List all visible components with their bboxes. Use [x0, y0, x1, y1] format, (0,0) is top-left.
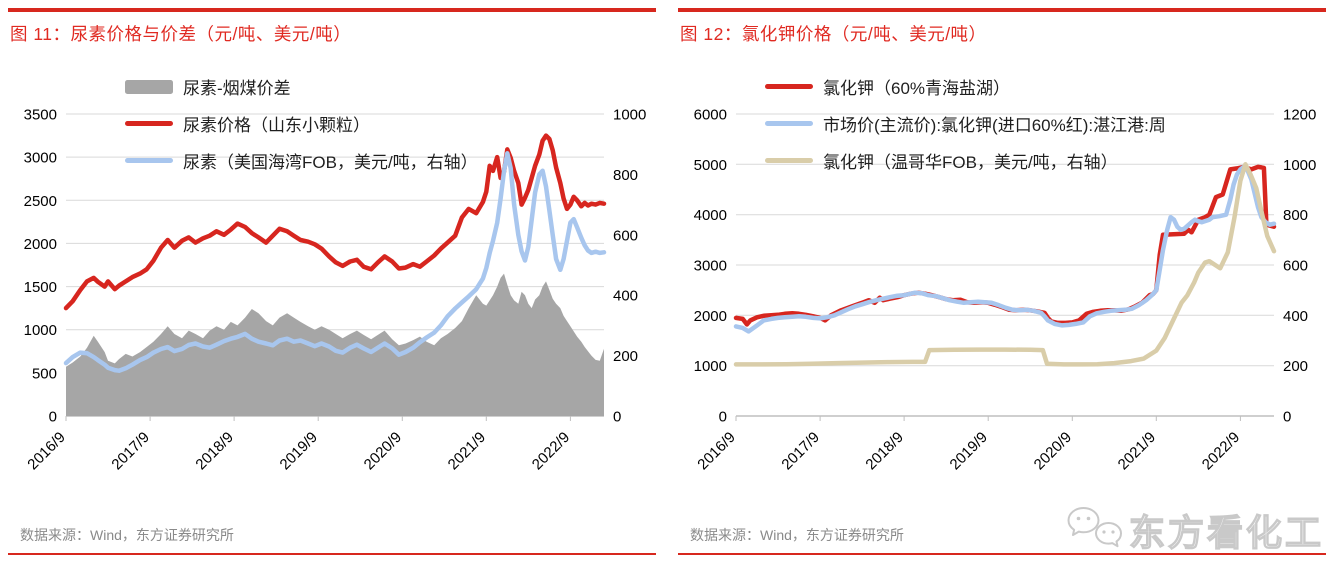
svg-text:3500: 3500: [24, 107, 57, 124]
svg-text:2016/9: 2016/9: [694, 429, 738, 473]
svg-text:2019/9: 2019/9: [277, 429, 321, 473]
source-note-urea: 数据来源：Wind，东方证券研究所: [20, 527, 234, 543]
svg-text:6000: 6000: [694, 107, 727, 124]
legend-item-kcl-zhanjiang: 市场价(主流价):氯化钾(进口60%红):湛江港:周: [765, 111, 1166, 136]
svg-text:5000: 5000: [694, 157, 727, 174]
top-red-rule: [678, 8, 1326, 12]
svg-text:1000: 1000: [1283, 157, 1316, 174]
legend-item-urea-usgulf-fob: 尿素（美国海湾FOB，美元/吨，右轴）: [125, 148, 478, 173]
legend-item-urea-price-shandong: 尿素价格（山东小颗粒）: [125, 111, 478, 136]
svg-text:2020/9: 2020/9: [361, 429, 405, 473]
chart-title-kcl: 图 12：氯化钾价格（元/吨、美元/吨）: [680, 24, 987, 44]
svg-text:800: 800: [1283, 207, 1308, 224]
urea-chart: 0 500 1000 1500 2000 2500 3000 3500 0 200 400 600 80…: [8, 50, 656, 486]
svg-text:2017/9: 2017/9: [778, 429, 822, 473]
svg-text:200: 200: [1283, 358, 1308, 375]
svg-text:2016/9: 2016/9: [24, 429, 68, 473]
kcl-qinghai-line-swatch: [765, 84, 813, 89]
svg-text:400: 400: [1283, 308, 1308, 325]
svg-text:2020/9: 2020/9: [1031, 429, 1075, 473]
bottom-red-rule: [8, 553, 656, 555]
kcl-vancouver-line-swatch: [765, 158, 813, 163]
svg-text:2018/9: 2018/9: [862, 429, 906, 473]
legend-label: 氯化钾（60%青海盐湖）: [823, 79, 1011, 98]
panel-kcl-chart: 图 12：氯化钾价格（元/吨、美元/吨） 0 1000 2000 3000 4000 50…: [678, 8, 1326, 555]
svg-text:600: 600: [613, 227, 638, 244]
svg-text:200: 200: [613, 348, 638, 365]
svg-text:0: 0: [49, 409, 57, 426]
legend-label: 尿素（美国海湾FOB，美元/吨，右轴）: [183, 153, 478, 172]
legend-label: 市场价(主流价):氯化钾(进口60%红):湛江港:周: [823, 116, 1166, 135]
svg-text:600: 600: [1283, 258, 1308, 275]
urea-price-line-swatch: [125, 121, 173, 126]
legend-item-kcl-qinghai: 氯化钾（60%青海盐湖）: [765, 74, 1166, 99]
kcl-zhanjiang-line-swatch: [765, 121, 813, 126]
svg-text:3000: 3000: [694, 258, 727, 275]
kcl-chart-legend: 氯化钾（60%青海盐湖） 市场价(主流价):氯化钾(进口60%红):湛江港:周 …: [765, 74, 1166, 173]
svg-text:2022/9: 2022/9: [529, 429, 573, 473]
bottom-red-rule: [678, 553, 1326, 555]
svg-text:2018/9: 2018/9: [192, 429, 236, 473]
svg-text:2000: 2000: [694, 308, 727, 325]
urea-chart-canvas: 0 500 1000 1500 2000 2500 3000 3500 0 200 400 600 80…: [24, 107, 647, 474]
svg-text:4000: 4000: [694, 207, 727, 224]
svg-text:1000: 1000: [613, 107, 646, 124]
kcl-chart-canvas: 0 1000 2000 3000 4000 5000 6000 0 200 400 600 800 10…: [694, 107, 1317, 474]
svg-text:0: 0: [1283, 409, 1291, 426]
svg-text:2017/9: 2017/9: [108, 429, 152, 473]
svg-text:2500: 2500: [24, 193, 57, 210]
chart-title-urea: 图 11：尿素价格与价差（元/吨、美元/吨）: [10, 24, 352, 44]
svg-text:2021/9: 2021/9: [1115, 429, 1159, 473]
legend-item-urea-coal-spread: 尿素-烟煤价差: [125, 74, 478, 99]
svg-text:2000: 2000: [24, 236, 57, 253]
top-red-rule: [8, 8, 656, 12]
panel-urea-chart: 图 11：尿素价格与价差（元/吨、美元/吨） 0 500 1000 1500 2000 2…: [8, 8, 656, 555]
svg-text:1500: 1500: [24, 279, 57, 296]
svg-text:1200: 1200: [1283, 107, 1316, 124]
legend-item-kcl-vancouver-fob: 氯化钾（温哥华FOB，美元/吨，右轴）: [765, 148, 1166, 173]
spread-area-swatch: [125, 79, 173, 94]
svg-text:3000: 3000: [24, 150, 57, 167]
svg-text:800: 800: [613, 167, 638, 184]
svg-text:500: 500: [32, 365, 57, 382]
svg-text:2022/9: 2022/9: [1199, 429, 1243, 473]
svg-text:1000: 1000: [24, 322, 57, 339]
svg-text:400: 400: [613, 288, 638, 305]
urea-fob-line-swatch: [125, 158, 173, 163]
kcl-chart: 0 1000 2000 3000 4000 5000 6000 0 200 400 600 800 10…: [678, 50, 1326, 554]
svg-text:0: 0: [719, 409, 727, 426]
legend-label: 尿素-烟煤价差: [183, 79, 291, 98]
watermark-text: 东方看化工: [1128, 511, 1324, 553]
legend-label: 尿素价格（山东小颗粒）: [183, 116, 370, 135]
svg-text:1000: 1000: [694, 358, 727, 375]
svg-text:2021/9: 2021/9: [445, 429, 489, 473]
wechat-icon: [1067, 506, 1125, 554]
svg-text:0: 0: [613, 409, 621, 426]
svg-text:2019/9: 2019/9: [947, 429, 991, 473]
watermark: 东方看化工: [1067, 504, 1324, 556]
urea-chart-legend: 尿素-烟煤价差 尿素价格（山东小颗粒） 尿素（美国海湾FOB，美元/吨，右轴）: [125, 74, 478, 173]
legend-label: 氯化钾（温哥华FOB，美元/吨，右轴）: [823, 153, 1118, 172]
source-note-kcl: 数据来源：Wind，东方证券研究所: [690, 527, 904, 543]
